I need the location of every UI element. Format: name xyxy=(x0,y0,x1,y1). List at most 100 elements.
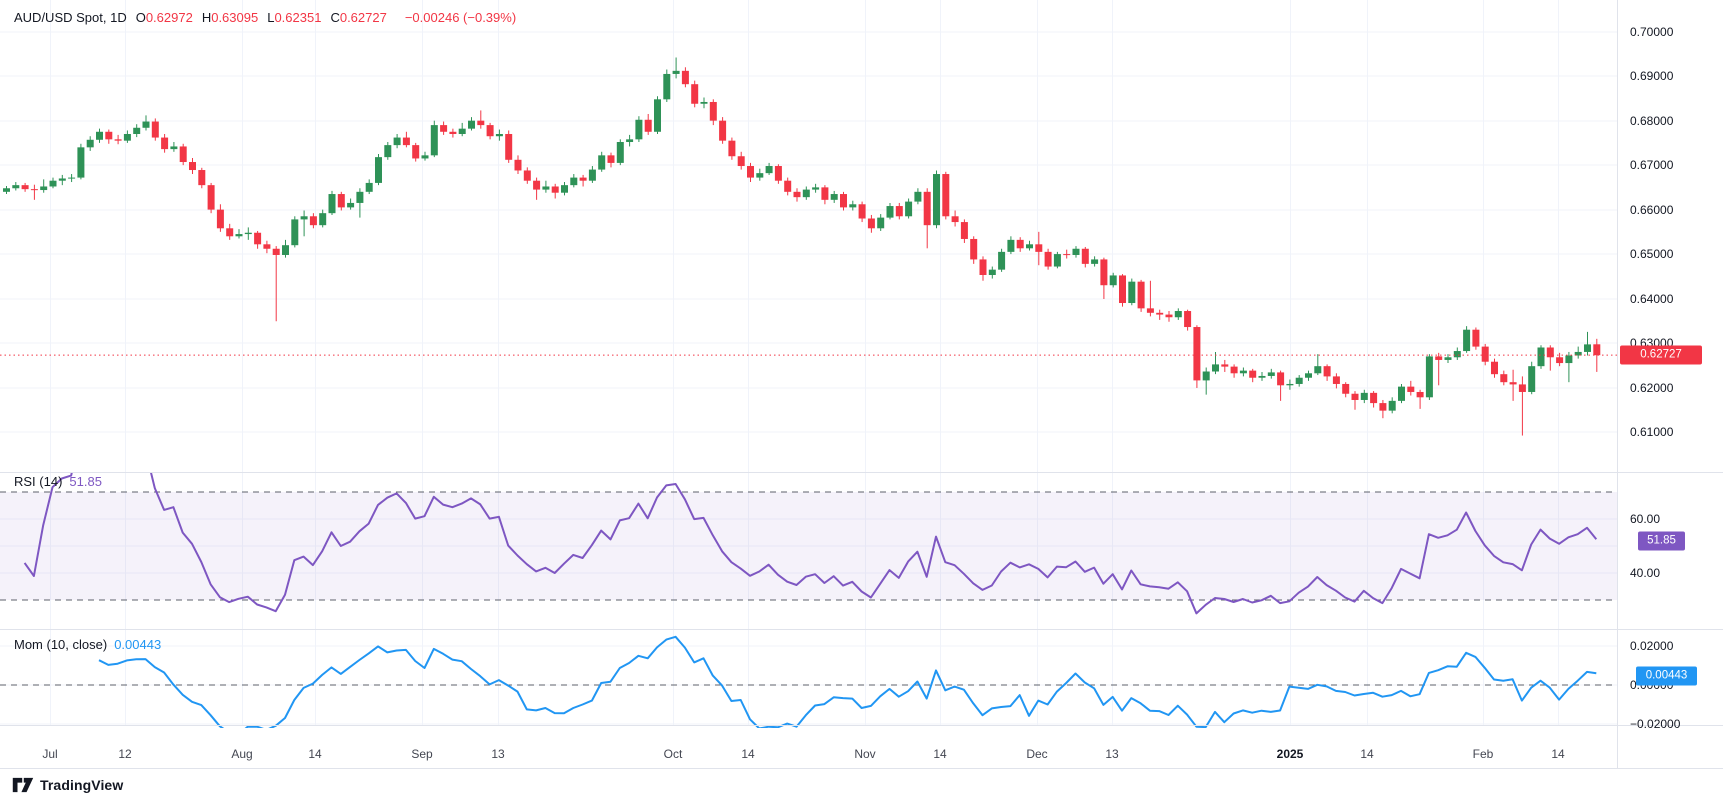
candle-body xyxy=(774,166,782,181)
candle-body xyxy=(393,137,401,146)
price-axis-label: 0.68000 xyxy=(1630,114,1674,128)
candle-body xyxy=(1128,281,1136,304)
rsi-legend[interactable]: RSI (14) 51.85 xyxy=(14,474,102,489)
candle-body xyxy=(979,259,987,275)
rsi-badge: 51.85 xyxy=(1638,531,1685,551)
candle-body xyxy=(756,173,764,178)
candle-body xyxy=(1026,244,1033,249)
candle-body xyxy=(570,177,578,186)
candle-body xyxy=(1584,344,1591,352)
tradingview-logo-icon xyxy=(12,777,34,793)
candle-body xyxy=(561,185,568,193)
time-axis-label: 14 xyxy=(933,747,947,761)
candle-body xyxy=(1081,248,1089,264)
candle-body xyxy=(226,228,234,237)
candle-body xyxy=(1295,377,1303,384)
price-axis-label: 0.70000 xyxy=(1630,25,1674,39)
candle-body xyxy=(654,99,661,132)
candle-body xyxy=(1184,311,1192,328)
candle-body xyxy=(1007,239,1015,252)
candle-body xyxy=(1165,314,1173,318)
candle-body xyxy=(1528,366,1536,392)
candle-body xyxy=(1360,392,1368,400)
candle-body xyxy=(365,182,373,192)
candle-body xyxy=(142,121,150,128)
candle-body xyxy=(282,245,289,255)
rsi-axis-label: 40.00 xyxy=(1630,566,1661,580)
candle-body xyxy=(430,125,438,156)
candle-body xyxy=(309,216,317,226)
candle-body xyxy=(1119,275,1126,304)
candle-body xyxy=(616,142,624,163)
candle-body xyxy=(1407,386,1415,392)
price-badge: 0.62727 xyxy=(1620,345,1702,365)
tradingview-logo[interactable]: TradingView xyxy=(12,775,123,795)
candle-body xyxy=(970,238,978,260)
candle-body xyxy=(849,204,857,208)
rsi-band xyxy=(0,492,1617,600)
candle-body xyxy=(1370,392,1378,404)
candle-body xyxy=(468,120,475,129)
candle-body xyxy=(1174,311,1182,318)
candle-body xyxy=(1146,308,1154,313)
time-axis-label: Oct xyxy=(663,747,683,761)
candle-body xyxy=(319,213,327,226)
candle-body xyxy=(1500,374,1508,383)
candle-body xyxy=(728,140,736,157)
mom-badge: 0.00443 xyxy=(1636,666,1697,686)
candle-body xyxy=(1091,259,1099,264)
candle-body xyxy=(1239,370,1247,374)
candle-body xyxy=(867,218,875,229)
ohlc-c: C0.62727 xyxy=(330,10,387,25)
candle-body xyxy=(700,101,708,104)
ohlc-values: O0.62972 H0.63095 L0.62351 C0.62727 xyxy=(136,10,396,25)
candle-body xyxy=(709,101,717,121)
candle-body xyxy=(1249,370,1257,378)
candle-body xyxy=(49,180,57,187)
candle-body xyxy=(1267,372,1275,376)
candle-body xyxy=(1388,400,1396,411)
rsi-line xyxy=(23,473,1598,615)
candle-body xyxy=(1221,364,1229,367)
candle-body xyxy=(1072,248,1080,255)
candle-body xyxy=(588,169,596,181)
change-value: −0.00246 (−0.39%) xyxy=(404,10,517,25)
time-axis-label: 13 xyxy=(491,747,505,761)
candle-body xyxy=(356,191,364,203)
mom-label: Mom (10, close) xyxy=(14,637,108,652)
candle-body xyxy=(1044,251,1052,267)
candle-body xyxy=(905,201,913,217)
candle-body xyxy=(942,174,950,217)
candle-body xyxy=(402,137,410,146)
mom-value: 0.00443 xyxy=(114,637,162,652)
mom-legend[interactable]: Mom (10, close) 0.00443 xyxy=(14,637,161,652)
candle-body xyxy=(635,119,643,140)
candle-body xyxy=(672,70,680,74)
candle-body xyxy=(830,194,838,200)
candle-body xyxy=(663,73,671,100)
price-axis-label: 0.66000 xyxy=(1630,203,1674,217)
candle-body xyxy=(235,234,243,237)
candle-body xyxy=(1425,356,1433,398)
candle-body xyxy=(821,187,829,200)
candle-body xyxy=(86,139,94,148)
price-axis-label: 0.67000 xyxy=(1630,158,1674,172)
candle-body xyxy=(533,180,541,190)
candle-body xyxy=(68,177,76,179)
candle-body xyxy=(784,180,792,192)
time-axis-label: Jul xyxy=(42,747,58,761)
candle-body xyxy=(161,137,169,150)
candle-body xyxy=(1100,259,1108,286)
candle-body xyxy=(1444,357,1452,360)
symbol-header[interactable]: AUD/USD Spot, 1D O0.62972 H0.63095 L0.6235… xyxy=(14,10,516,25)
candle-body xyxy=(375,157,382,183)
time-axis-label: 2025 xyxy=(1276,747,1304,761)
candle-body xyxy=(244,232,252,235)
candle-body xyxy=(802,189,810,198)
time-axis-label: Nov xyxy=(854,747,876,761)
candle-body xyxy=(1518,384,1526,392)
candle-body xyxy=(1481,346,1489,362)
candle-body xyxy=(272,248,280,255)
candle-body xyxy=(1305,373,1312,378)
